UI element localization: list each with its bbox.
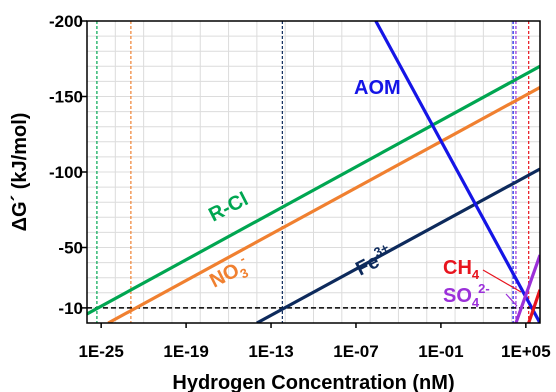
- series-line-so42: [514, 254, 540, 323]
- x-tick-label: 1E-01: [418, 342, 463, 361]
- x-axis-title: Hydrogen Concentration (nM): [172, 372, 454, 392]
- y-tick-label: -150: [49, 88, 83, 107]
- so4-pointer-line: [505, 293, 518, 307]
- y-tick-label: -200: [49, 12, 83, 31]
- x-tick-label: 1E-25: [78, 342, 123, 361]
- y-tick-label: -50: [58, 239, 83, 258]
- vertical-markers: [96, 21, 530, 323]
- series-line-rcl: [87, 64, 540, 316]
- series-line-ch4: [527, 289, 540, 323]
- y-axis-title: ΔG´ (kJ/mol): [9, 113, 31, 232]
- x-tick-label: 1E-19: [163, 342, 208, 361]
- y-tick-label: -100: [49, 163, 83, 182]
- series-label-aom: AOM: [354, 77, 401, 99]
- x-tick-label: 1E+05: [501, 342, 551, 361]
- x-tick-label: 1E-13: [248, 342, 293, 361]
- y-tick-label: -10: [58, 299, 83, 318]
- series-line-no3: [107, 86, 540, 323]
- series-label-ch: CH4: [443, 257, 480, 282]
- axis-ticks: 1E-25 1E-19 1E-13 1E-07 1E-01 1E+05 -200 -150 -1…: [49, 12, 551, 361]
- series-label-fe: Fe3+: [350, 240, 396, 281]
- series-line-fe3: [256, 167, 540, 323]
- series-line-aom: [374, 21, 540, 323]
- x-tick-label: 1E-07: [333, 342, 378, 361]
- series-lines: [87, 21, 540, 323]
- ch4-pointer-line: [482, 269, 522, 293]
- series-label-so: SO42-: [443, 281, 490, 310]
